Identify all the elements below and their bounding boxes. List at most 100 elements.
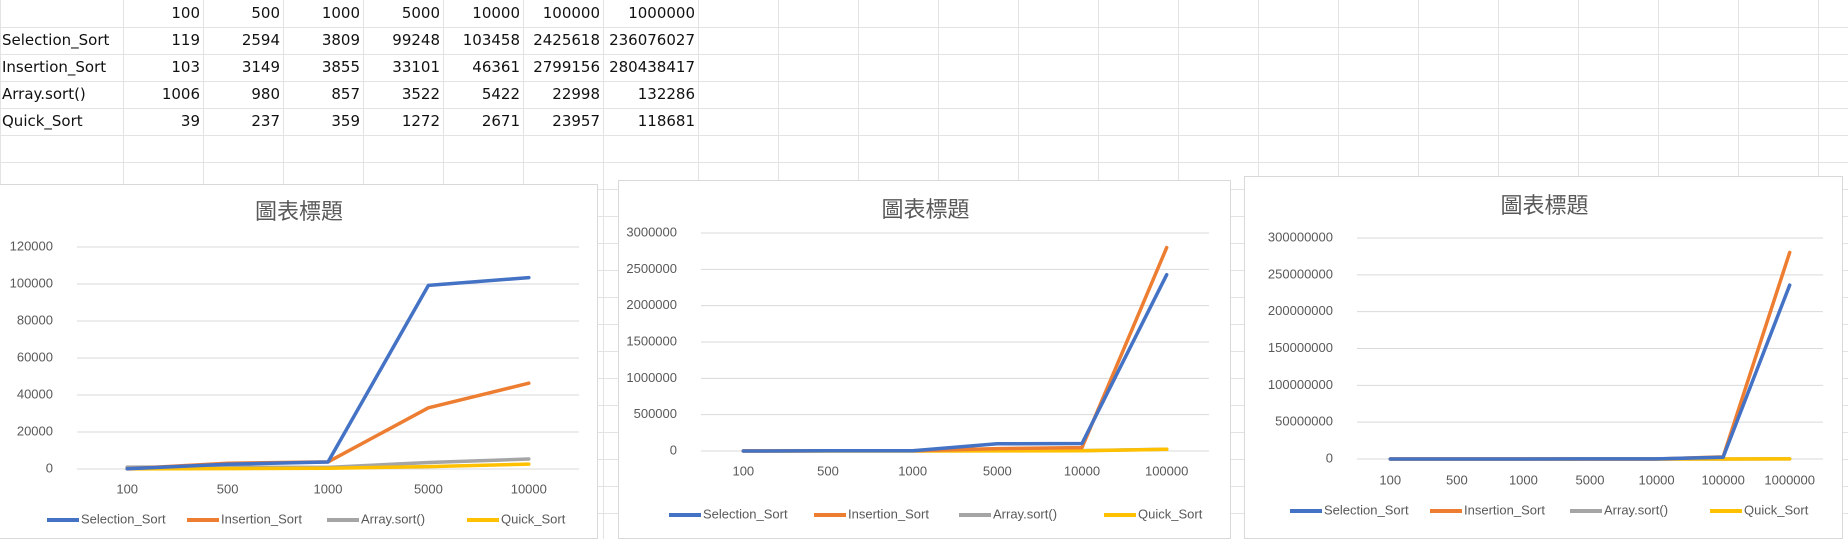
x-tick-label: 500: [1446, 472, 1468, 487]
x-tick-label: 1000: [314, 481, 343, 496]
row-label-cell[interactable]: Selection_Sort: [0, 27, 123, 54]
data-cell[interactable]: 359: [283, 108, 363, 135]
y-tick-label: 80000: [17, 312, 53, 327]
x-tick-label: 5000: [1576, 472, 1605, 487]
data-cell[interactable]: 3855: [283, 54, 363, 81]
y-tick-label: 2000000: [626, 297, 677, 312]
header-cell[interactable]: 10000: [443, 0, 523, 27]
y-tick-label: 3000000: [626, 224, 677, 239]
y-tick-label: 300000000: [1268, 229, 1333, 244]
line-chart-2[interactable]: 圖表標題 0 500000 1000000 1500000 2000000 2500000 3…: [618, 180, 1231, 539]
data-cell[interactable]: 22998: [523, 81, 603, 108]
data-cell[interactable]: 2671: [443, 108, 523, 135]
y-tick-label: 0: [46, 460, 53, 475]
legend-label: Selection_Sort: [1324, 502, 1409, 517]
data-cell[interactable]: 2425618: [523, 27, 603, 54]
x-tick-label: 1000: [1509, 472, 1538, 487]
data-cell[interactable]: 33101: [363, 54, 443, 81]
y-tick-label: 2500000: [626, 261, 677, 276]
row-label-cell[interactable]: Insertion_Sort: [0, 54, 123, 81]
header-cell[interactable]: 500: [203, 0, 283, 27]
x-tick-label: 10000: [1638, 472, 1674, 487]
y-tick-label: 250000000: [1268, 266, 1333, 281]
x-tick-label: 1000: [898, 463, 927, 478]
y-tick-label: 120000: [10, 238, 53, 253]
data-cell[interactable]: 118681: [603, 108, 698, 135]
data-cell[interactable]: 3809: [283, 27, 363, 54]
data-cell[interactable]: 99248: [363, 27, 443, 54]
data-cell[interactable]: 3149: [203, 54, 283, 81]
header-cell[interactable]: 100: [123, 0, 203, 27]
data-cell[interactable]: 103: [123, 54, 203, 81]
header-cell[interactable]: 1000000: [603, 0, 698, 27]
legend-label: Insertion_Sort: [221, 511, 302, 526]
data-cell[interactable]: 103458: [443, 27, 523, 54]
data-cell[interactable]: 980: [203, 81, 283, 108]
legend-label: Insertion_Sort: [1464, 502, 1545, 517]
series-line-selectionsort[interactable]: [127, 278, 529, 469]
data-cell[interactable]: 132286: [603, 81, 698, 108]
chart-1-plot: 圖表標題020000400006000080000100000120000100…: [0, 185, 599, 540]
series-line-insertionsort[interactable]: [1390, 252, 1789, 459]
y-tick-label: 50000000: [1275, 414, 1333, 429]
row-label-cell[interactable]: Array.sort(): [0, 81, 123, 108]
data-cell[interactable]: 39: [123, 108, 203, 135]
legend-label: Quick_Sort: [1744, 502, 1809, 517]
chart-3-plot: 圖表標題 0 50000000 100000000 150000000 200000000…: [1245, 177, 1844, 540]
legend-label: Array.sort(): [993, 506, 1057, 521]
line-chart-3[interactable]: 圖表標題 0 50000000 100000000 150000000 200000000…: [1244, 176, 1843, 539]
x-tick-label: 10000: [511, 481, 547, 496]
chart-2-plot: 圖表標題 0 500000 1000000 1500000 2000000 2500000 3…: [619, 181, 1232, 540]
header-cell[interactable]: 5000: [363, 0, 443, 27]
legend-label: Quick_Sort: [1138, 506, 1203, 521]
data-cell[interactable]: 2799156: [523, 54, 603, 81]
x-tick-label: 1000000: [1764, 472, 1815, 487]
data-cell[interactable]: 280438417: [603, 54, 698, 81]
series-line-selectionsort[interactable]: [743, 275, 1166, 451]
data-cell[interactable]: 119: [123, 27, 203, 54]
x-tick-label: 500: [217, 481, 239, 496]
y-tick-label: 0: [670, 442, 677, 457]
data-cell[interactable]: 237: [203, 108, 283, 135]
y-tick-label: 500000: [634, 406, 677, 421]
y-tick-label: 100000000: [1268, 377, 1333, 392]
data-cell[interactable]: 46361: [443, 54, 523, 81]
x-tick-label: 5000: [983, 463, 1012, 478]
header-cell[interactable]: 1000: [283, 0, 363, 27]
legend-label: Quick_Sort: [501, 511, 566, 526]
y-tick-label: 0: [1326, 450, 1333, 465]
chart-title: 圖表標題: [1500, 194, 1588, 219]
data-cell[interactable]: 5422: [443, 81, 523, 108]
legend-label: Insertion_Sort: [848, 506, 929, 521]
legend-label: Selection_Sort: [81, 511, 166, 526]
y-tick-label: 200000000: [1268, 303, 1333, 318]
y-tick-label: 100000: [10, 275, 53, 290]
x-tick-label: 100000: [1145, 463, 1188, 478]
data-cell[interactable]: 857: [283, 81, 363, 108]
legend-label: Array.sort(): [361, 511, 425, 526]
series-line-insertionsort[interactable]: [127, 383, 529, 469]
y-tick-label: 20000: [17, 423, 53, 438]
x-tick-label: 100: [1379, 472, 1401, 487]
series-line-insertionsort[interactable]: [743, 248, 1166, 451]
data-cell[interactable]: 236076027: [603, 27, 698, 54]
chart-title: 圖表標題: [255, 200, 343, 225]
header-cell[interactable]: 100000: [523, 0, 603, 27]
x-tick-label: 10000: [1064, 463, 1100, 478]
data-cell[interactable]: 23957: [523, 108, 603, 135]
data-cell[interactable]: 1006: [123, 81, 203, 108]
y-tick-label: 150000000: [1268, 340, 1333, 355]
x-tick-label: 100: [732, 463, 754, 478]
chart-title: 圖表標題: [881, 198, 969, 223]
data-cell[interactable]: 1272: [363, 108, 443, 135]
y-tick-label: 1000000: [626, 370, 677, 385]
data-cell[interactable]: 3522: [363, 81, 443, 108]
legend-label: Array.sort(): [1604, 502, 1668, 517]
y-tick-label: 1500000: [626, 333, 677, 348]
row-label-cell[interactable]: Quick_Sort: [0, 108, 123, 135]
legend-label: Selection_Sort: [703, 506, 788, 521]
data-cell[interactable]: 2594: [203, 27, 283, 54]
x-tick-label: 100000: [1701, 472, 1744, 487]
